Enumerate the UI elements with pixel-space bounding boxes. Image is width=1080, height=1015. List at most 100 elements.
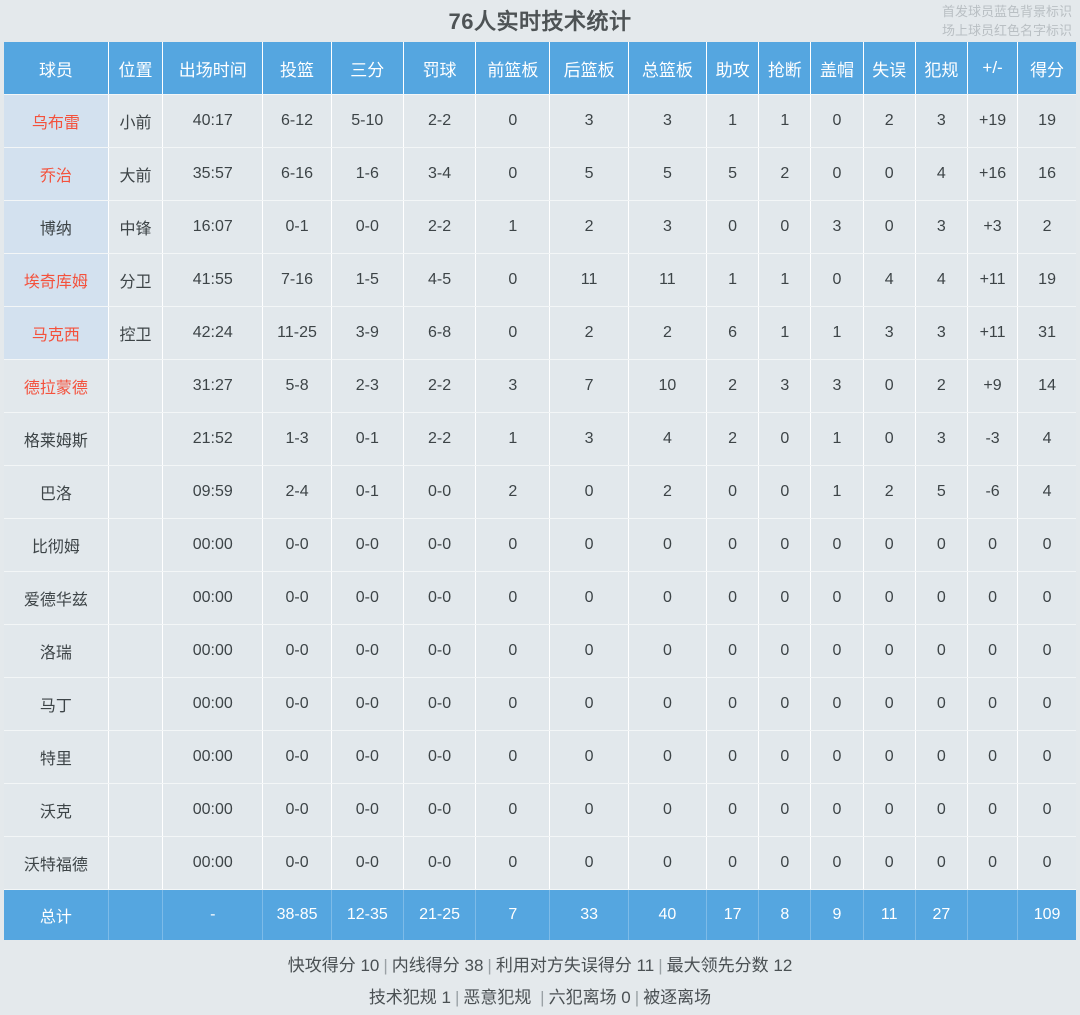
- column-header-1[interactable]: 位置: [108, 42, 164, 95]
- stat-cell-总篮板: 0: [628, 624, 708, 678]
- stat-cell-+/-: 0: [967, 518, 1019, 572]
- table-row[interactable]: 马丁 00:00 0-0 0-0 0-0 0 0 0 0 0 0 0 0 0 0: [4, 677, 1076, 731]
- table-row[interactable]: 埃奇库姆 分卫 41:55 7-16 1-5 4-5 0 11 11 1 1 0 4 4 +11 19: [4, 253, 1076, 307]
- table-row[interactable]: 巴洛 09:59 2-4 0-1 0-0 2 0 2 0 0 1 2 5 -6 4: [4, 465, 1076, 519]
- column-header-4[interactable]: 三分: [331, 42, 404, 95]
- stat-cell-抢断: 1: [758, 94, 812, 148]
- stat-cell-得分: 0: [1017, 518, 1076, 572]
- column-header-8[interactable]: 总篮板: [628, 42, 708, 95]
- stat-cell-总篮板: 0: [628, 571, 708, 625]
- table-row[interactable]: 沃克 00:00 0-0 0-0 0-0 0 0 0 0 0 0 0 0 0 0: [4, 783, 1076, 837]
- column-header-12[interactable]: 失误: [863, 42, 916, 95]
- stat-cell-出场时间: 09:59: [162, 465, 264, 519]
- stat-cell-助攻: 0: [706, 783, 760, 837]
- totals-cell-罚球: 21-25: [403, 889, 477, 940]
- column-header-11[interactable]: 盖帽: [810, 42, 864, 95]
- stat-cell-总篮板: 0: [628, 836, 708, 890]
- stat-cell-抢断: 3: [758, 359, 812, 413]
- stat-cell-+/-: -3: [967, 412, 1019, 466]
- stat-cell-出场时间: 00:00: [162, 783, 264, 837]
- table-row[interactable]: 格莱姆斯 21:52 1-3 0-1 2-2 1 3 4 2 0 1 0 3 -3 4: [4, 412, 1076, 466]
- stat-cell-盖帽: 0: [810, 730, 864, 784]
- stat-cell-罚球: 3-4: [403, 147, 477, 201]
- column-header-9[interactable]: 助攻: [706, 42, 760, 95]
- table-row[interactable]: 博纳 中锋 16:07 0-1 0-0 2-2 1 2 3 0 0 3 0 3 +3 2: [4, 200, 1076, 254]
- stat-cell-失误: 0: [863, 200, 916, 254]
- column-header-10[interactable]: 抢断: [758, 42, 812, 95]
- player-name-cell[interactable]: 德拉蒙德: [4, 359, 109, 413]
- stat-cell-+/-: +11: [967, 253, 1019, 307]
- stat-cell-罚球: 2-2: [403, 412, 477, 466]
- stat-cell-失误: 0: [863, 624, 916, 678]
- totals-cell-后篮板: 33: [549, 889, 629, 940]
- stat-cell-犯规: 4: [915, 147, 968, 201]
- column-header-15[interactable]: 得分: [1017, 42, 1076, 95]
- player-name-cell[interactable]: 马克西: [4, 306, 109, 360]
- column-header-6[interactable]: 前篮板: [475, 42, 551, 95]
- stat-cell-犯规: 4: [915, 253, 968, 307]
- stat-cell-位置: 分卫: [108, 253, 164, 307]
- stat-cell-+/-: 0: [967, 783, 1019, 837]
- stat-cell-盖帽: 3: [810, 200, 864, 254]
- stat-cell-投篮: 5-8: [262, 359, 332, 413]
- player-name-cell[interactable]: 博纳: [4, 200, 109, 254]
- player-name-cell[interactable]: 乌布雷: [4, 94, 109, 148]
- summary-separator: |: [487, 956, 492, 975]
- stat-cell-+/-: +19: [967, 94, 1019, 148]
- column-header-2[interactable]: 出场时间: [162, 42, 264, 95]
- table-row[interactable]: 爱德华兹 00:00 0-0 0-0 0-0 0 0 0 0 0 0 0 0 0 0: [4, 571, 1076, 625]
- stat-cell-得分: 14: [1017, 359, 1076, 413]
- table-row[interactable]: 比彻姆 00:00 0-0 0-0 0-0 0 0 0 0 0 0 0 0 0 0: [4, 518, 1076, 572]
- player-name-cell[interactable]: 特里: [4, 730, 109, 784]
- table-row[interactable]: 乌布雷 小前 40:17 6-12 5-10 2-2 0 3 3 1 1 0 2 3 +19 19: [4, 94, 1076, 148]
- totals-cell-投篮: 38-85: [262, 889, 332, 940]
- stat-cell-三分: 0-0: [331, 200, 404, 254]
- stat-cell-失误: 4: [863, 253, 916, 307]
- column-header-7[interactable]: 后篮板: [549, 42, 629, 95]
- column-header-14[interactable]: +/-: [967, 42, 1019, 95]
- table-row[interactable]: 洛瑞 00:00 0-0 0-0 0-0 0 0 0 0 0 0 0 0 0 0: [4, 624, 1076, 678]
- stat-cell-前篮板: 0: [475, 306, 551, 360]
- stat-cell-抢断: 0: [758, 200, 812, 254]
- column-header-3[interactable]: 投篮: [262, 42, 332, 95]
- stat-cell-助攻: 0: [706, 518, 760, 572]
- table-row[interactable]: 马克西 控卫 42:24 11-25 3-9 6-8 0 2 2 6 1 1 3 3 +11 31: [4, 306, 1076, 360]
- player-name-cell[interactable]: 比彻姆: [4, 518, 109, 572]
- table-row[interactable]: 沃特福德 00:00 0-0 0-0 0-0 0 0 0 0 0 0 0 0 0 0: [4, 836, 1076, 890]
- table-row[interactable]: 德拉蒙德 31:27 5-8 2-3 2-2 3 7 10 2 3 3 0 2 +9 14: [4, 359, 1076, 413]
- stat-cell-犯规: 0: [915, 571, 968, 625]
- stat-cell-投篮: 6-16: [262, 147, 332, 201]
- column-header-5[interactable]: 罚球: [403, 42, 477, 95]
- totals-cell-总篮板: 40: [628, 889, 708, 940]
- table-row[interactable]: 乔治 大前 35:57 6-16 1-6 3-4 0 5 5 5 2 0 0 4 +16 16: [4, 147, 1076, 201]
- player-name-cell[interactable]: 乔治: [4, 147, 109, 201]
- table-row[interactable]: 特里 00:00 0-0 0-0 0-0 0 0 0 0 0 0 0 0 0 0: [4, 730, 1076, 784]
- column-header-0[interactable]: 球员: [4, 42, 109, 95]
- stat-cell-失误: 0: [863, 147, 916, 201]
- player-name-cell[interactable]: 埃奇库姆: [4, 253, 109, 307]
- stat-cell-位置: 控卫: [108, 306, 164, 360]
- stat-cell-前篮板: 0: [475, 571, 551, 625]
- stat-cell-抢断: 1: [758, 253, 812, 307]
- table-header: 球员 位置 出场时间 投篮 三分 罚球 前篮板 后篮板 总篮板 助攻 抢断 盖帽 失误 犯规 +/- 得分: [4, 42, 1076, 95]
- stat-cell-后篮板: 7: [549, 359, 629, 413]
- player-name-cell[interactable]: 马丁: [4, 677, 109, 731]
- stat-cell-前篮板: 0: [475, 147, 551, 201]
- stat-cell-+/-: 0: [967, 677, 1019, 731]
- player-name-cell[interactable]: 爱德华兹: [4, 571, 109, 625]
- stat-cell-罚球: 2-2: [403, 359, 477, 413]
- stat-cell-助攻: 6: [706, 306, 760, 360]
- stat-cell-后篮板: 11: [549, 253, 629, 307]
- page-title: 76人实时技术统计: [448, 9, 632, 34]
- stat-cell-出场时间: 42:24: [162, 306, 264, 360]
- player-name-cell[interactable]: 格莱姆斯: [4, 412, 109, 466]
- player-name-cell[interactable]: 巴洛: [4, 465, 109, 519]
- player-name-cell[interactable]: 沃特福德: [4, 836, 109, 890]
- stat-cell-位置: [108, 518, 164, 572]
- column-header-13[interactable]: 犯规: [915, 42, 968, 95]
- player-name-cell[interactable]: 洛瑞: [4, 624, 109, 678]
- stat-cell-投篮: 6-12: [262, 94, 332, 148]
- stat-cell-位置: [108, 571, 164, 625]
- player-name-cell[interactable]: 沃克: [4, 783, 109, 837]
- header-row: 球员 位置 出场时间 投篮 三分 罚球 前篮板 后篮板 总篮板 助攻 抢断 盖帽 失误 犯规 +/- 得分: [4, 42, 1076, 95]
